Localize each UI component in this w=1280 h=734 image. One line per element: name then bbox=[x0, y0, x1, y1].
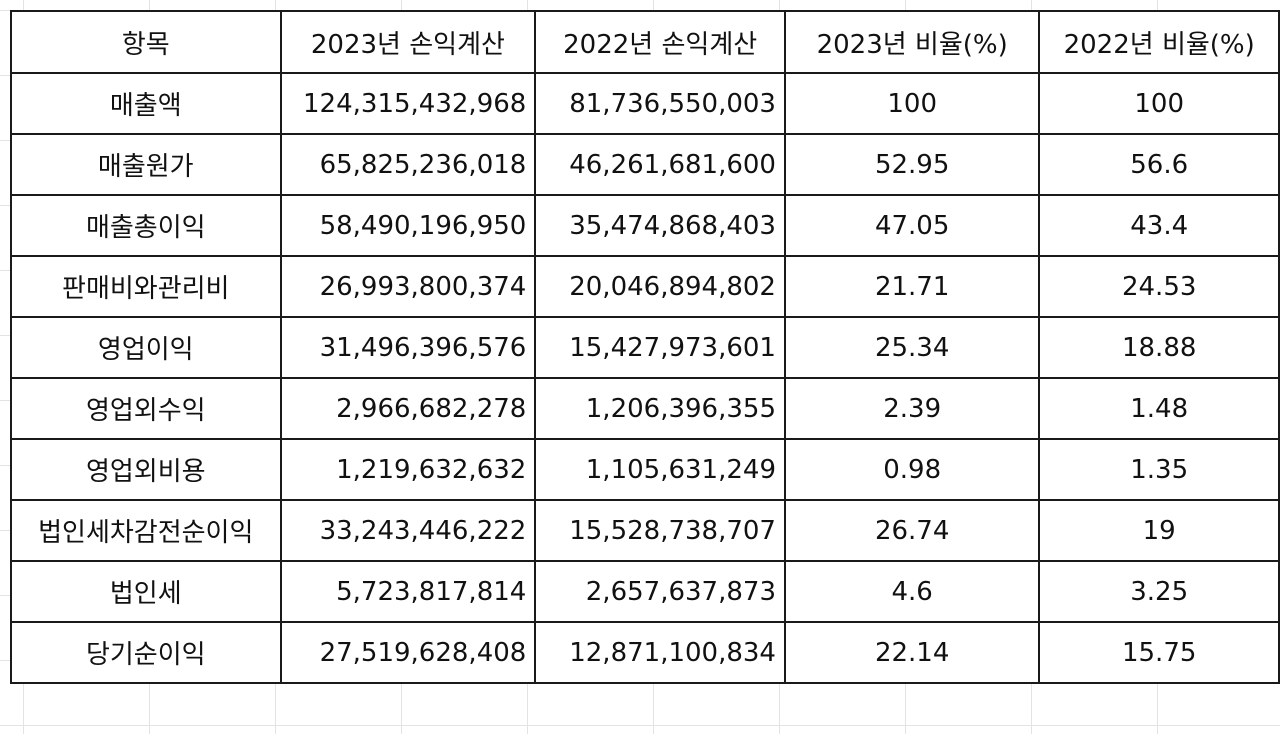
ratio-2023-cell[interactable]: 4.6 bbox=[783, 560, 1041, 623]
table-row: 매출액 124,315,432,968 81,736,550,003 100 1… bbox=[10, 72, 1280, 135]
table-row: 매출총이익 58,490,196,950 35,474,868,403 47.0… bbox=[10, 194, 1280, 257]
ratio-2022-cell[interactable]: 100 bbox=[1038, 72, 1280, 135]
item-cell[interactable]: 영업이익 bbox=[10, 316, 282, 379]
ratio-2023-cell[interactable]: 25.34 bbox=[783, 316, 1041, 379]
income-2022-cell[interactable]: 81,736,550,003 bbox=[534, 72, 786, 135]
table-row: 법인세차감전순이익 33,243,446,222 15,528,738,707 … bbox=[10, 499, 1280, 562]
table-row: 매출원가 65,825,236,018 46,261,681,600 52.95… bbox=[10, 133, 1280, 196]
income-2022-cell[interactable]: 12,871,100,834 bbox=[534, 621, 786, 684]
header-cell-2023-income[interactable]: 2023년 손익계산 bbox=[279, 10, 537, 74]
ratio-2023-cell[interactable]: 26.74 bbox=[783, 499, 1041, 562]
income-2023-cell[interactable]: 1,219,632,632 bbox=[279, 438, 537, 501]
table-row: 당기순이익 27,519,628,408 12,871,100,834 22.1… bbox=[10, 621, 1280, 684]
income-2023-cell[interactable]: 124,315,432,968 bbox=[279, 72, 537, 135]
ratio-2022-cell[interactable]: 3.25 bbox=[1038, 560, 1280, 623]
income-2022-cell[interactable]: 2,657,637,873 bbox=[534, 560, 786, 623]
item-cell[interactable]: 영업외비용 bbox=[10, 438, 282, 501]
item-cell[interactable]: 매출액 bbox=[10, 72, 282, 135]
ratio-2023-cell[interactable]: 22.14 bbox=[783, 621, 1041, 684]
income-2023-cell[interactable]: 58,490,196,950 bbox=[279, 194, 537, 257]
table-row: 영업외수익 2,966,682,278 1,206,396,355 2.39 1… bbox=[10, 377, 1280, 440]
income-2023-cell[interactable]: 33,243,446,222 bbox=[279, 499, 537, 562]
item-cell[interactable]: 매출총이익 bbox=[10, 194, 282, 257]
header-cell-item[interactable]: 항목 bbox=[10, 10, 282, 74]
item-cell[interactable]: 영업외수익 bbox=[10, 377, 282, 440]
item-cell[interactable]: 법인세 bbox=[10, 560, 282, 623]
ratio-2022-cell[interactable]: 19 bbox=[1038, 499, 1280, 562]
ratio-2022-cell[interactable]: 56.6 bbox=[1038, 133, 1280, 196]
item-cell[interactable]: 법인세차감전순이익 bbox=[10, 499, 282, 562]
income-2022-cell[interactable]: 35,474,868,403 bbox=[534, 194, 786, 257]
income-2023-cell[interactable]: 27,519,628,408 bbox=[279, 621, 537, 684]
ratio-2023-cell[interactable]: 21.71 bbox=[783, 255, 1041, 318]
table-row: 판매비와관리비 26,993,800,374 20,046,894,802 21… bbox=[10, 255, 1280, 318]
income-2023-cell[interactable]: 31,496,396,576 bbox=[279, 316, 537, 379]
ratio-2022-cell[interactable]: 15.75 bbox=[1038, 621, 1280, 684]
table-row: 법인세 5,723,817,814 2,657,637,873 4.6 3.25 bbox=[10, 560, 1280, 623]
income-statement-table: 항목 2023년 손익계산 2022년 손익계산 2023년 비율(%) 202… bbox=[10, 10, 1280, 684]
income-2022-cell[interactable]: 20,046,894,802 bbox=[534, 255, 786, 318]
income-2023-cell[interactable]: 26,993,800,374 bbox=[279, 255, 537, 318]
item-cell[interactable]: 판매비와관리비 bbox=[10, 255, 282, 318]
header-cell-2022-ratio[interactable]: 2022년 비율(%) bbox=[1038, 10, 1280, 74]
income-2023-cell[interactable]: 65,825,236,018 bbox=[279, 133, 537, 196]
income-2022-cell[interactable]: 1,105,631,249 bbox=[534, 438, 786, 501]
ratio-2023-cell[interactable]: 2.39 bbox=[783, 377, 1041, 440]
header-cell-2023-ratio[interactable]: 2023년 비율(%) bbox=[783, 10, 1041, 74]
ratio-2022-cell[interactable]: 24.53 bbox=[1038, 255, 1280, 318]
income-2022-cell[interactable]: 46,261,681,600 bbox=[534, 133, 786, 196]
table-row: 영업이익 31,496,396,576 15,427,973,601 25.34… bbox=[10, 316, 1280, 379]
income-2022-cell[interactable]: 15,528,738,707 bbox=[534, 499, 786, 562]
item-cell[interactable]: 당기순이익 bbox=[10, 621, 282, 684]
income-2023-cell[interactable]: 5,723,817,814 bbox=[279, 560, 537, 623]
ratio-2023-cell[interactable]: 52.95 bbox=[783, 133, 1041, 196]
item-cell[interactable]: 매출원가 bbox=[10, 133, 282, 196]
table-header-row: 항목 2023년 손익계산 2022년 손익계산 2023년 비율(%) 202… bbox=[10, 10, 1280, 74]
income-2023-cell[interactable]: 2,966,682,278 bbox=[279, 377, 537, 440]
header-cell-2022-income[interactable]: 2022년 손익계산 bbox=[534, 10, 786, 74]
income-2022-cell[interactable]: 1,206,396,355 bbox=[534, 377, 786, 440]
ratio-2022-cell[interactable]: 43.4 bbox=[1038, 194, 1280, 257]
ratio-2023-cell[interactable]: 0.98 bbox=[783, 438, 1041, 501]
ratio-2022-cell[interactable]: 18.88 bbox=[1038, 316, 1280, 379]
ratio-2022-cell[interactable]: 1.35 bbox=[1038, 438, 1280, 501]
table-row: 영업외비용 1,219,632,632 1,105,631,249 0.98 1… bbox=[10, 438, 1280, 501]
income-2022-cell[interactable]: 15,427,973,601 bbox=[534, 316, 786, 379]
ratio-2023-cell[interactable]: 47.05 bbox=[783, 194, 1041, 257]
ratio-2022-cell[interactable]: 1.48 bbox=[1038, 377, 1280, 440]
ratio-2023-cell[interactable]: 100 bbox=[783, 72, 1041, 135]
